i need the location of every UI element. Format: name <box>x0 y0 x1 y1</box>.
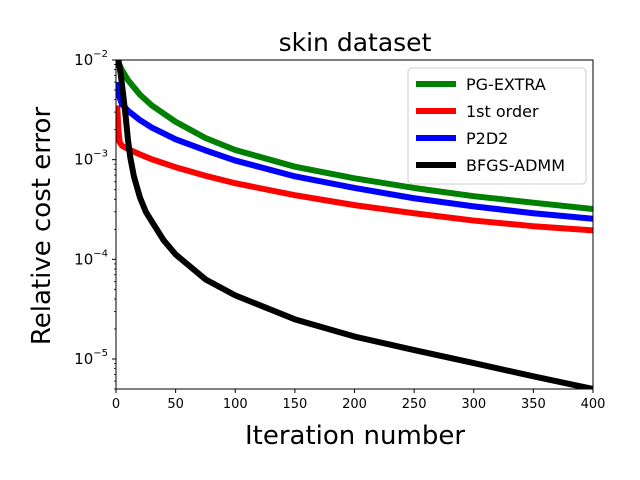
plot-lines <box>116 60 593 389</box>
y-axis: 10−5 10−4 10−3 10−2 <box>74 49 116 390</box>
y-tick-label: 10−2 <box>74 49 108 69</box>
legend: PG-EXTRA 1st order P2D2 BFGS-ADMM <box>407 67 587 185</box>
y-tick-label: 10−5 <box>74 348 108 368</box>
series-line-bfgs-admm <box>116 60 593 389</box>
x-tick-label: 0 <box>112 397 120 412</box>
legend-label-pg-extra: PG-EXTRA <box>466 75 546 94</box>
series-line-1st-order <box>116 105 593 234</box>
x-tick-label: 400 <box>581 397 606 412</box>
x-tick-label: 150 <box>282 397 307 412</box>
legend-box <box>407 67 587 185</box>
x-tick-label: 50 <box>167 397 184 412</box>
x-tick-label: 100 <box>223 397 248 412</box>
x-tick-label: 200 <box>342 397 367 412</box>
legend-label-1st-order: 1st order <box>466 102 539 121</box>
x-tick-label: 250 <box>402 397 427 412</box>
x-axis: 0 50 100 150 200 250 300 350 400 <box>112 389 606 412</box>
x-tick-label: 300 <box>461 397 486 412</box>
y-axis-label: Relative cost error <box>27 107 57 346</box>
legend-label-bfgs-admm: BFGS-ADMM <box>466 156 565 175</box>
x-axis-label: Iteration number <box>245 421 465 451</box>
y-tick-label: 10−4 <box>74 248 108 268</box>
legend-label-p2d2: P2D2 <box>466 129 508 148</box>
y-tick-label: 10−3 <box>74 149 108 169</box>
x-tick-label: 350 <box>521 397 546 412</box>
chart-title: skin dataset <box>279 28 432 57</box>
series-line-pg-extra <box>116 60 593 212</box>
